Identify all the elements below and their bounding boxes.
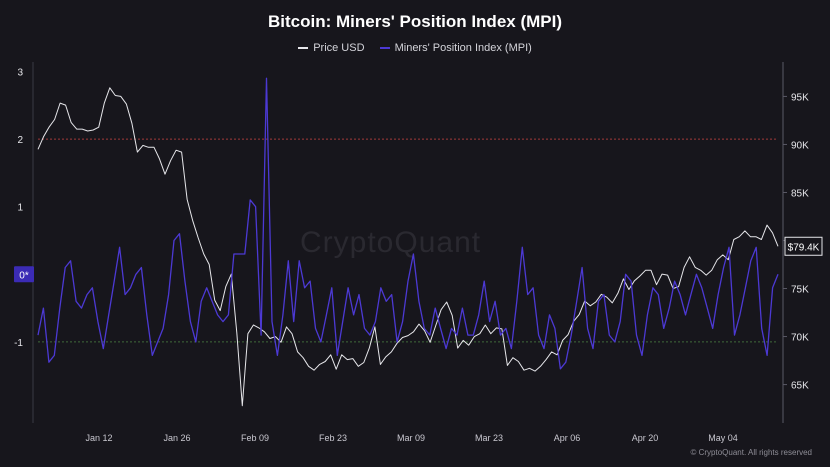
legend-label-mpi: Miners' Position Index (MPI) <box>394 42 532 54</box>
right-tick-label: 85K <box>791 188 809 199</box>
legend-label-price: Price USD <box>313 42 365 54</box>
x-tick-label: Apr 20 <box>632 433 659 443</box>
legend-swatch-mpi <box>379 47 390 49</box>
watermark: CryptoQuant <box>300 226 482 259</box>
right-current-value-marker <box>784 236 823 256</box>
copyright-credit: © CryptoQuant. All rights reserved <box>690 448 813 457</box>
x-tick-label: May 04 <box>708 433 738 443</box>
right-tick-label: 65K <box>791 381 809 392</box>
legend: Price USD Miners' Position Index (MPI) <box>0 40 830 54</box>
left-current-value-marker <box>14 266 34 283</box>
right-current-value-label: $79.4K <box>788 242 820 253</box>
legend-item-price[interactable]: Price USD <box>298 42 365 54</box>
right-tick-label: 70K <box>791 333 809 344</box>
mpi-line <box>37 77 779 370</box>
left-tick-label: 3 <box>17 68 23 79</box>
left-tick-label: 2 <box>17 135 23 146</box>
x-tick-label: Feb 09 <box>241 433 269 443</box>
x-tick-label: Jan 12 <box>85 433 112 443</box>
left-tick-label: 1 <box>17 203 23 214</box>
right-tick-label: 95K <box>791 92 809 103</box>
chart-title: Bitcoin: Miners' Position Index (MPI) <box>268 12 562 31</box>
legend-swatch-price <box>298 47 309 49</box>
x-tick-label: Apr 06 <box>554 433 581 443</box>
right-tick-label: 90K <box>791 140 809 151</box>
legend-item-mpi[interactable]: Miners' Position Index (MPI) <box>379 42 532 54</box>
x-tick-label: Jan 26 <box>163 433 190 443</box>
left-tick-label: -1 <box>14 338 23 349</box>
x-tick-label: Feb 23 <box>319 433 347 443</box>
left-current-value-label: 0* <box>19 270 29 281</box>
x-tick-label: Mar 23 <box>475 433 503 443</box>
right-tick-label: 75K <box>791 285 809 296</box>
x-tick-label: Mar 09 <box>397 433 425 443</box>
price-usd-line <box>37 87 779 407</box>
